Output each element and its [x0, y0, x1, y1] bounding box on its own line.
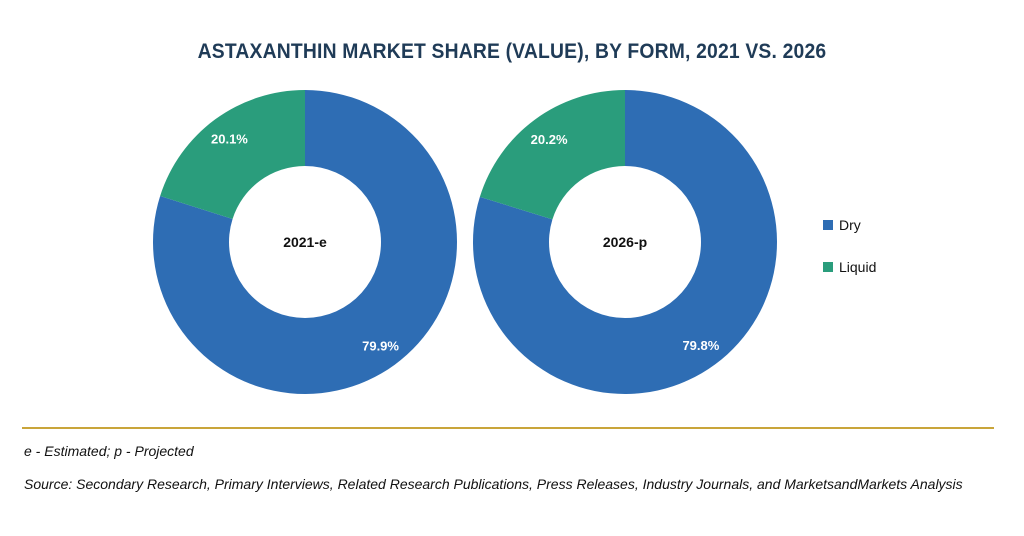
center-label-1: 2026-p	[603, 234, 647, 250]
slice-dry-0	[152, 90, 457, 394]
legend-swatch-dry	[823, 220, 833, 230]
legend-label-liquid: Liquid	[839, 259, 876, 275]
slice-liquid-0	[160, 90, 305, 219]
slice-label-liquid-1: 20.2%	[531, 132, 568, 147]
divider	[22, 427, 994, 429]
legend-swatch-liquid	[823, 262, 833, 272]
legend-label-dry: Dry	[839, 217, 861, 233]
slice-label-dry-1: 79.8%	[682, 338, 719, 353]
slice-label-liquid-0: 20.1%	[211, 132, 248, 147]
donut-charts: 79.9% 20.1% 2021-e 79.8% 20.2% 2026-p Dry Liqui…	[152, 90, 876, 394]
footnote: e - Estimated; p - Projected	[24, 443, 194, 459]
slice-liquid-1	[479, 90, 625, 220]
chart-title: ASTAXANTHIN MARKET SHARE (VALUE), BY FOR…	[197, 40, 827, 63]
center-label-0: 2021-e	[283, 234, 327, 250]
slice-label-dry-0: 79.9%	[362, 338, 399, 353]
slice-dry-1	[473, 90, 778, 394]
source-text: Source: Secondary Research, Primary Inte…	[24, 476, 963, 492]
